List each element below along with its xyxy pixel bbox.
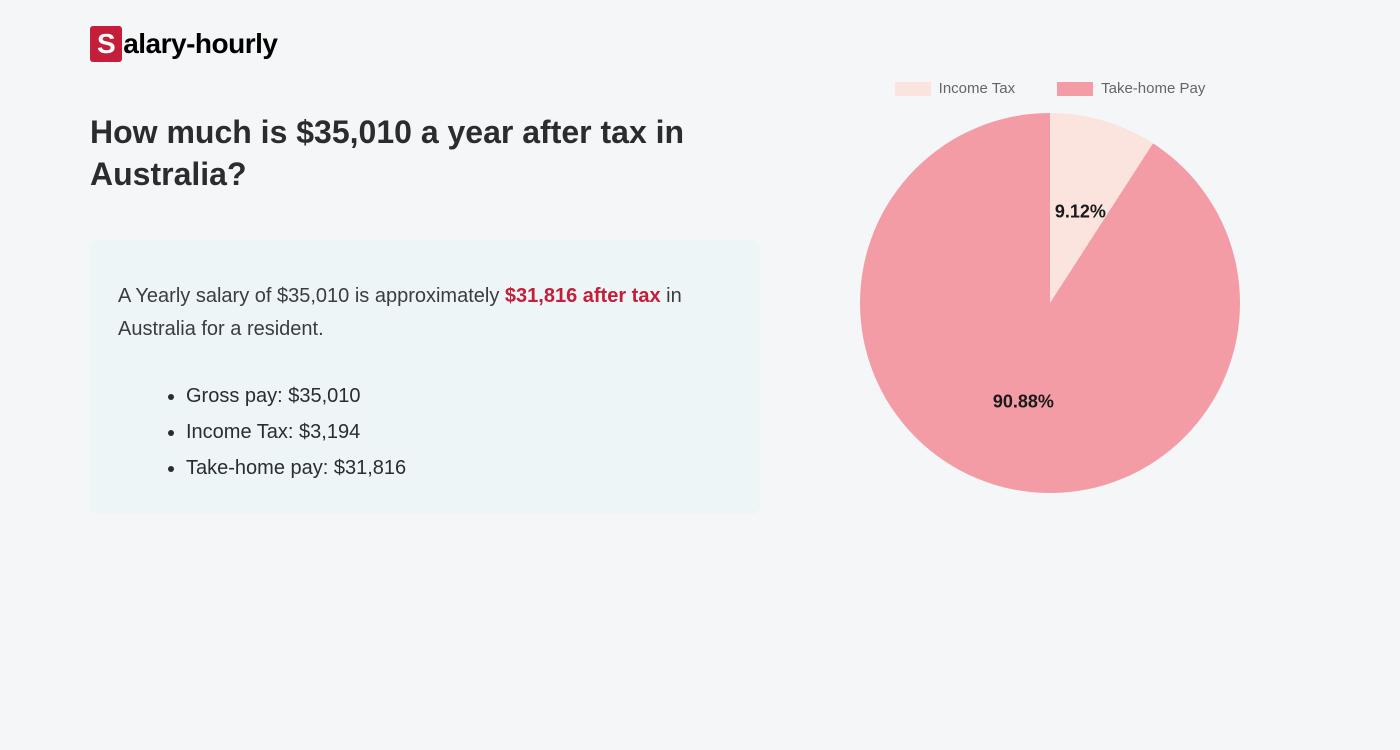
legend-item-take-home: Take-home Pay — [1057, 80, 1205, 97]
list-item: Take-home pay: $31,816 — [186, 450, 732, 486]
legend-label: Take-home Pay — [1101, 80, 1205, 97]
legend-item-income-tax: Income Tax — [895, 80, 1015, 97]
summary-box: A Yearly salary of $35,010 is approximat… — [90, 240, 760, 514]
pie-graphic — [860, 113, 1240, 493]
slice-label-take-home: 90.88% — [993, 391, 1054, 412]
logo: Salary-hourly — [90, 26, 1310, 62]
page-title: How much is $35,010 a year after tax in … — [90, 112, 760, 195]
logo-text: alary-hourly — [123, 28, 277, 60]
slice-label-income-tax: 9.12% — [1055, 201, 1106, 222]
pie-chart: 9.12% 90.88% — [860, 113, 1240, 493]
legend-swatch — [1057, 82, 1093, 96]
chart-legend: Income Tax Take-home Pay — [840, 80, 1260, 97]
summary-pre: A Yearly salary of $35,010 is approximat… — [118, 285, 505, 307]
list-item: Gross pay: $35,010 — [186, 378, 732, 414]
summary-text: A Yearly salary of $35,010 is approximat… — [118, 280, 732, 346]
list-item: Income Tax: $3,194 — [186, 414, 732, 450]
breakdown-list: Gross pay: $35,010 Income Tax: $3,194 Ta… — [118, 378, 732, 486]
legend-swatch — [895, 82, 931, 96]
summary-highlight: $31,816 after tax — [505, 285, 661, 307]
legend-label: Income Tax — [939, 80, 1015, 97]
logo-badge: S — [90, 26, 122, 62]
